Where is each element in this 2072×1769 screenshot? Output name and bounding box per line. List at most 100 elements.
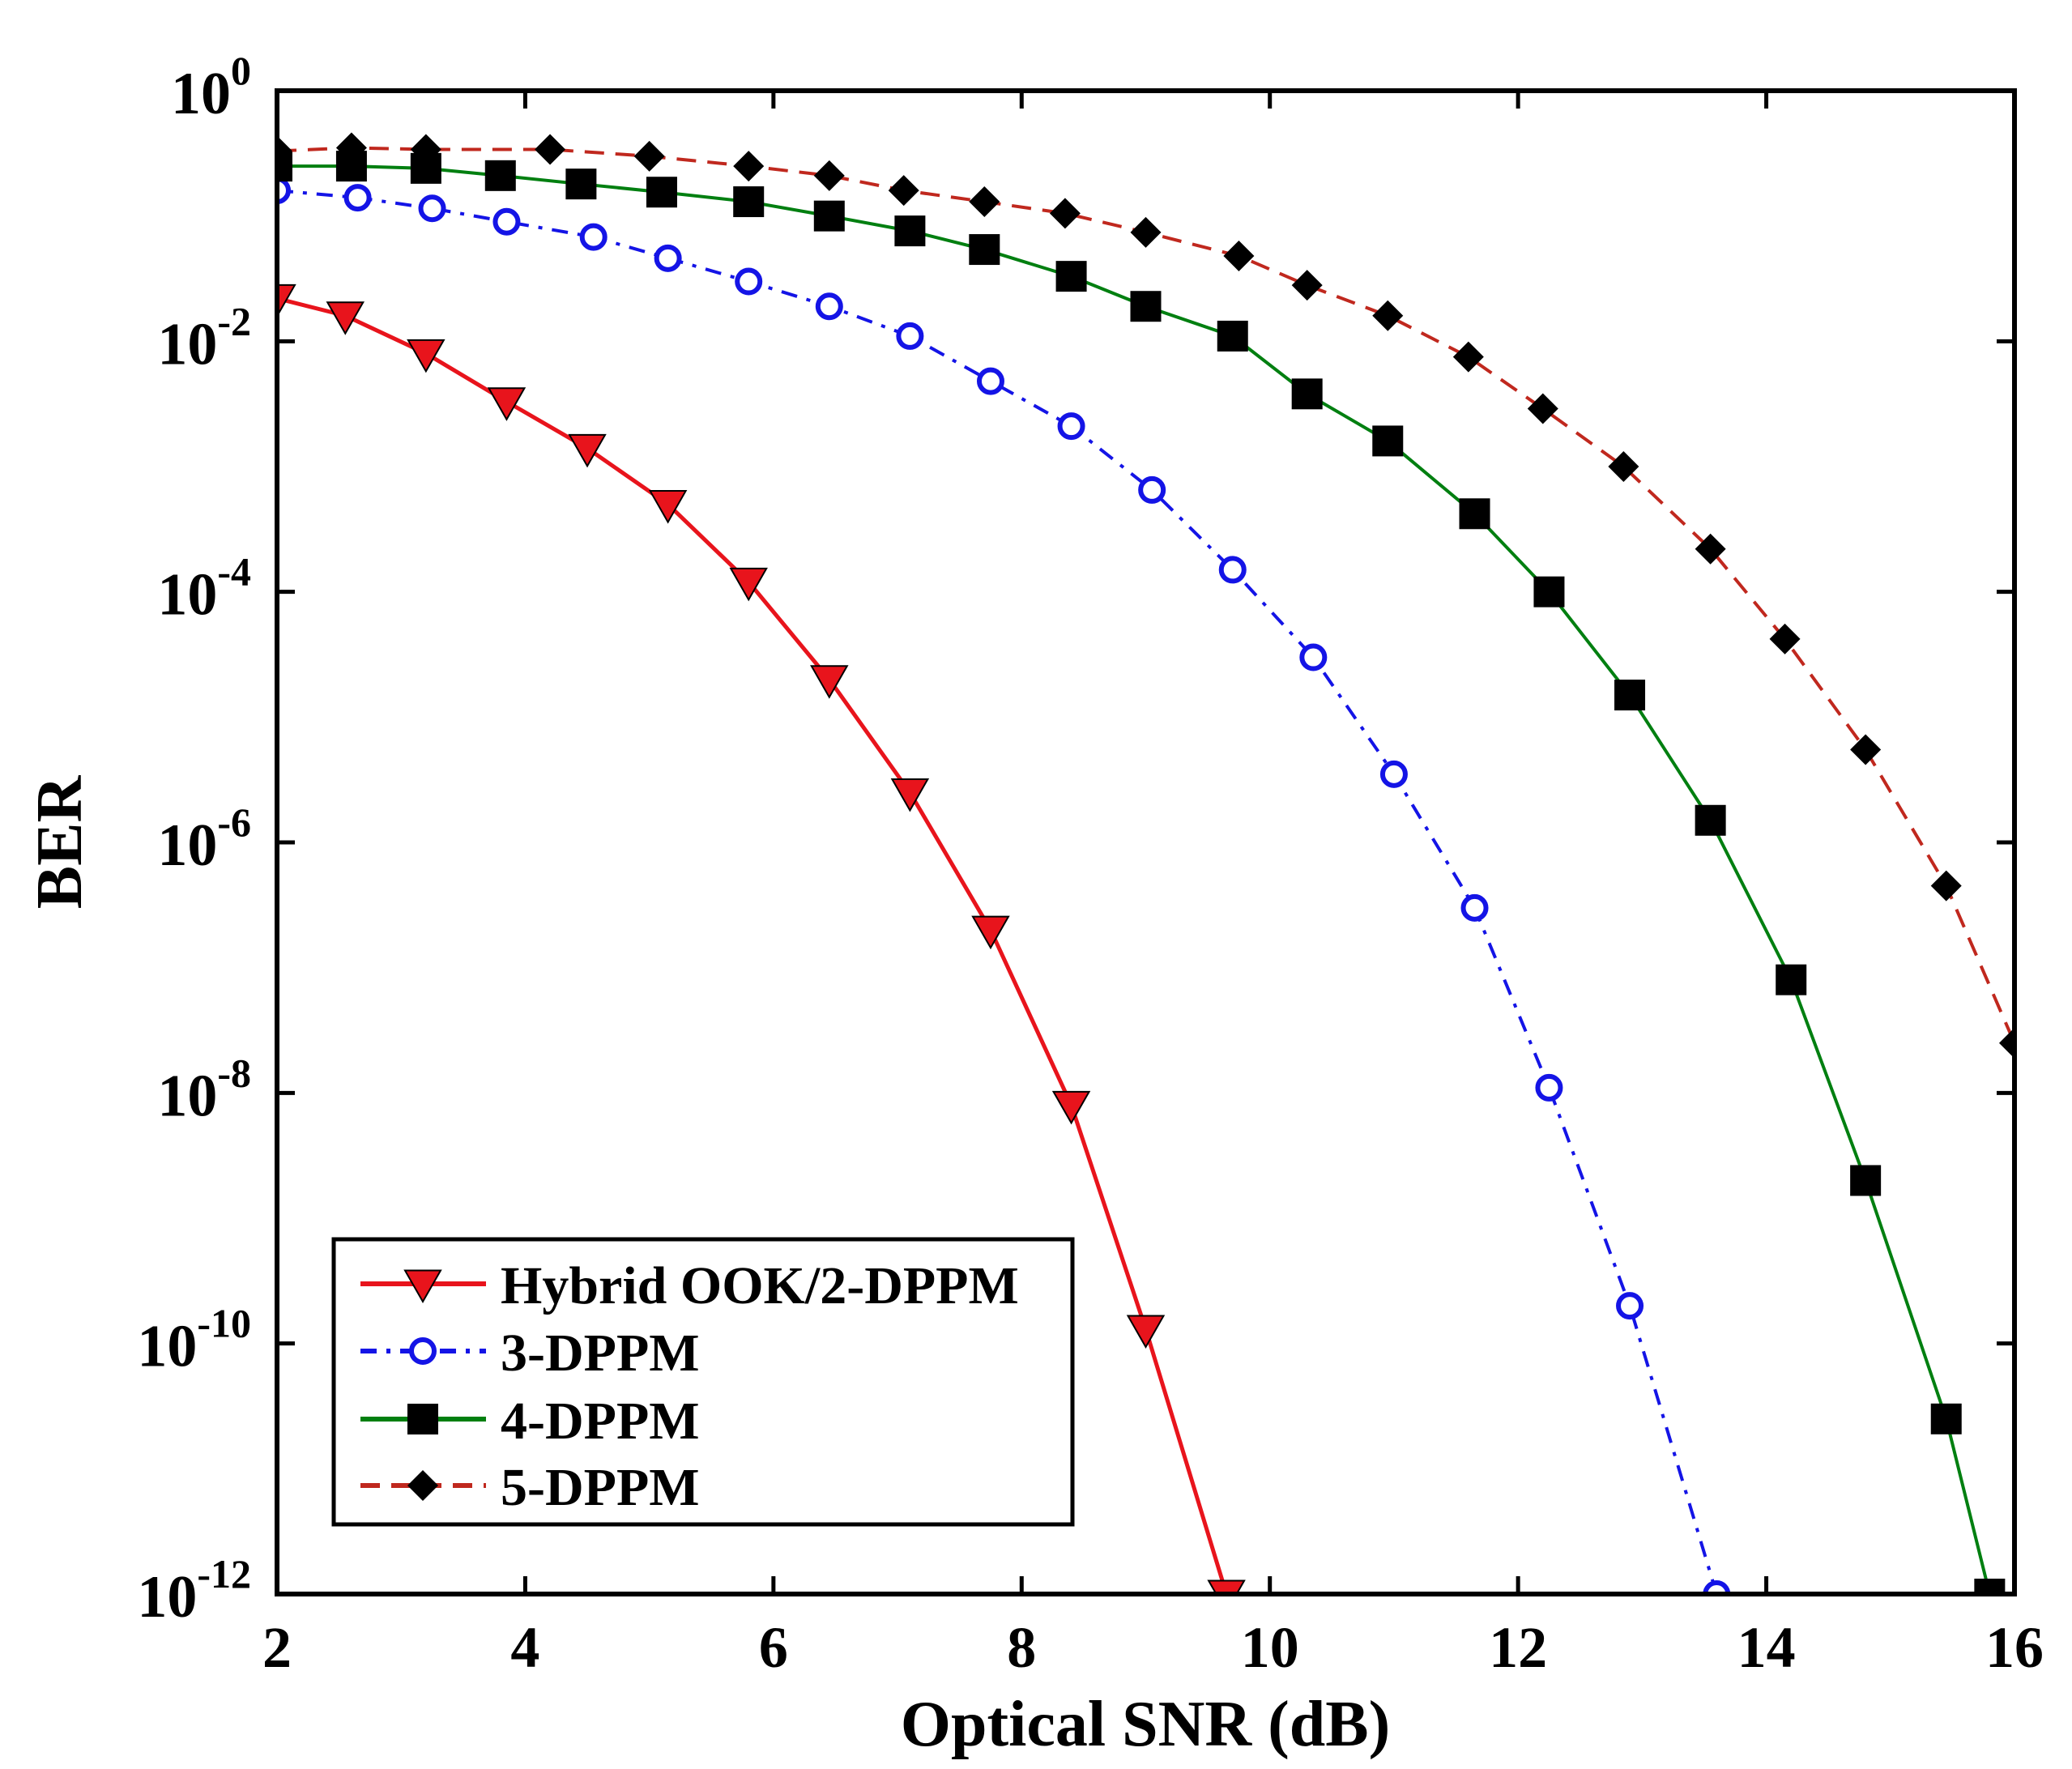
legend-label-5-dppm: 5-DPPM (501, 1458, 700, 1517)
data-point-5-dppm (1769, 623, 1801, 654)
data-point-4-dppm (1217, 320, 1248, 352)
data-point-hybrid-ook-2-dppm (326, 301, 365, 335)
data-point-5-dppm (277, 135, 292, 167)
x-tick-label: 12 (1489, 1615, 1547, 1680)
data-point-3-dppm (1057, 412, 1085, 441)
data-point-3-dppm (1616, 1292, 1644, 1320)
data-point-3-dppm (343, 184, 372, 212)
data-point-4-dppm (1372, 425, 1404, 457)
data-point-4-dppm (1974, 1579, 2006, 1594)
data-point-hybrid-ook-2-dppm (648, 490, 688, 524)
data-point-3-dppm (1460, 893, 1489, 922)
data-point-4-dppm (1459, 498, 1490, 530)
data-point-5-dppm (1291, 270, 1323, 301)
y-tick-label: 10-12 (137, 1551, 251, 1630)
y-tick-label: 10-2 (157, 298, 251, 377)
data-point-4-dppm (1533, 576, 1565, 607)
data-point-5-dppm (813, 160, 845, 191)
data-point-3-dppm (492, 207, 521, 236)
data-point-3-dppm (735, 267, 763, 296)
data-point-3-dppm (654, 244, 682, 272)
data-point-3-dppm (277, 177, 291, 205)
data-point-5-dppm (1130, 216, 1162, 248)
y-tick-base: 10 (157, 562, 217, 629)
data-point-3-dppm (815, 292, 843, 321)
data-point-hybrid-ook-2-dppm (1207, 1579, 1246, 1594)
y-tick-base: 10 (171, 61, 231, 127)
data-point-hybrid-ook-2-dppm (487, 387, 527, 421)
data-point-5-dppm (410, 134, 441, 165)
data-point-hybrid-ook-2-dppm (810, 665, 849, 699)
y-tick-base: 10 (157, 812, 217, 879)
legend-marker-3-dppm (409, 1337, 437, 1365)
data-point-3-dppm (1218, 556, 1247, 584)
series-layer (277, 132, 2014, 1594)
y-tick-base: 10 (137, 1314, 197, 1380)
data-point-4-dppm (484, 160, 516, 191)
data-point-5-dppm (1608, 451, 1639, 482)
series-hybrid-ook-2-dppm (277, 283, 1246, 1594)
y-tick-label: 10-10 (137, 1301, 251, 1380)
series-4-dppm (277, 151, 2006, 1594)
data-point-5-dppm (1850, 734, 1882, 765)
data-point-4-dppm (1695, 804, 1726, 836)
y-tick-label: 10-6 (157, 799, 251, 879)
y-tick-exponent: -12 (197, 1551, 251, 1596)
legend-items: Hybrid OOK/2-DPPM 3-DPPM 4-DPPM 5-DPPM (360, 1256, 1019, 1517)
y-tick-base: 10 (137, 1564, 197, 1630)
y-tick-exponent: 0 (231, 48, 251, 93)
legend-marker-5-dppm (407, 1470, 438, 1501)
y-tick-label: 10-8 (157, 1050, 251, 1129)
data-point-hybrid-ook-2-dppm (568, 433, 607, 468)
y-tick-label: 10-4 (157, 549, 251, 629)
data-point-3-dppm (896, 322, 924, 350)
data-point-3-dppm (1138, 475, 1166, 504)
data-point-3-dppm (1703, 1580, 1731, 1594)
data-point-4-dppm (565, 168, 597, 200)
data-point-4-dppm (1930, 1403, 1962, 1434)
data-point-5-dppm (1223, 240, 1255, 271)
data-point-5-dppm (1999, 1027, 2014, 1059)
y-tick-base: 10 (157, 1063, 217, 1129)
data-point-hybrid-ook-2-dppm (407, 339, 446, 373)
data-point-5-dppm (1372, 300, 1404, 331)
data-point-5-dppm (969, 186, 1000, 218)
data-point-4-dppm (1776, 964, 1807, 995)
x-tick-label: 16 (1985, 1615, 2044, 1680)
data-point-5-dppm (335, 132, 367, 164)
y-tick-base: 10 (157, 311, 217, 377)
legend-label-3-dppm: 3-DPPM (501, 1324, 700, 1383)
data-point-4-dppm (646, 177, 677, 208)
y-tick-exponent: -6 (217, 799, 251, 845)
data-point-3-dppm (1299, 643, 1328, 671)
data-point-4-dppm (1055, 261, 1087, 292)
data-point-3-dppm (976, 367, 1004, 395)
data-point-hybrid-ook-2-dppm (971, 915, 1010, 950)
data-point-5-dppm (1930, 870, 1962, 902)
x-tick-label: 4 (510, 1615, 539, 1680)
ticks-layer (275, 88, 2017, 1596)
legend-box (331, 1237, 1075, 1527)
data-point-3-dppm (418, 194, 446, 223)
x-tick-labels: 2 4 6 8 10 12 14 16 (262, 1615, 2044, 1680)
legend-label-4-dppm: 4-DPPM (501, 1392, 700, 1451)
y-tick-exponent: -10 (197, 1301, 251, 1346)
series-5-dppm (277, 132, 2014, 1059)
data-point-5-dppm (733, 151, 765, 182)
legend: Hybrid OOK/2-DPPM 3-DPPM 4-DPPM 5-DPPM (331, 1237, 1075, 1527)
x-tick-label: 6 (759, 1615, 788, 1680)
data-point-5-dppm (535, 134, 566, 165)
data-point-5-dppm (633, 140, 665, 172)
legend-marker-4-dppm (407, 1404, 438, 1434)
data-point-4-dppm (969, 234, 1000, 266)
data-point-4-dppm (1614, 680, 1646, 711)
legend-label-hybrid-ook-2-dppm: Hybrid OOK/2-DPPM (501, 1256, 1019, 1315)
data-point-hybrid-ook-2-dppm (729, 567, 768, 602)
data-point-4-dppm (1850, 1165, 1882, 1196)
x-axis-label: Optical SNR (dB) (901, 1689, 1391, 1760)
data-point-3-dppm (579, 223, 608, 251)
data-point-5-dppm (1527, 393, 1558, 424)
y-axis-label: BER (24, 775, 96, 910)
